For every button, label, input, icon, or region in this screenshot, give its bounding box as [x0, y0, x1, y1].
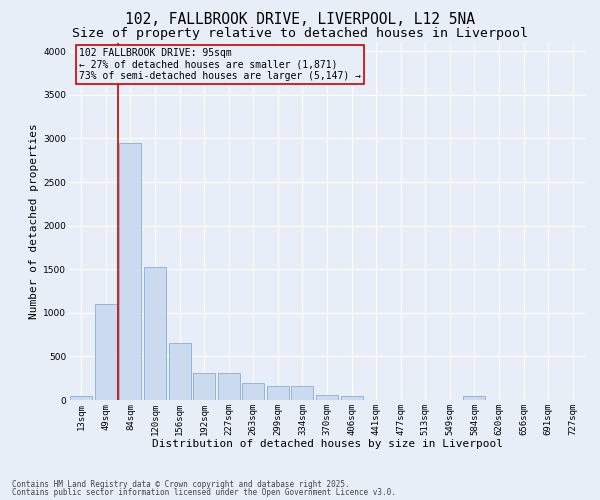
Bar — [193, 373, 215, 400]
Bar — [70, 396, 92, 400]
Bar — [144, 266, 166, 400]
Bar — [316, 395, 338, 400]
Bar — [292, 386, 313, 400]
Text: Contains HM Land Registry data © Crown copyright and database right 2025.: Contains HM Land Registry data © Crown c… — [12, 480, 350, 489]
Bar — [463, 396, 485, 400]
Text: Contains public sector information licensed under the Open Government Licence v3: Contains public sector information licen… — [12, 488, 396, 497]
Bar — [267, 386, 289, 400]
Text: 102 FALLBROOK DRIVE: 95sqm
← 27% of detached houses are smaller (1,871)
73% of s: 102 FALLBROOK DRIVE: 95sqm ← 27% of deta… — [79, 48, 361, 81]
Bar — [169, 344, 191, 400]
Bar — [119, 143, 142, 400]
Y-axis label: Number of detached properties: Number of detached properties — [29, 124, 39, 319]
Bar — [95, 304, 117, 400]
Text: Size of property relative to detached houses in Liverpool: Size of property relative to detached ho… — [72, 28, 528, 40]
Bar — [218, 373, 240, 400]
Text: 102, FALLBROOK DRIVE, LIVERPOOL, L12 5NA: 102, FALLBROOK DRIVE, LIVERPOOL, L12 5NA — [125, 12, 475, 28]
Bar — [341, 396, 362, 400]
X-axis label: Distribution of detached houses by size in Liverpool: Distribution of detached houses by size … — [151, 439, 503, 449]
Bar — [242, 384, 265, 400]
